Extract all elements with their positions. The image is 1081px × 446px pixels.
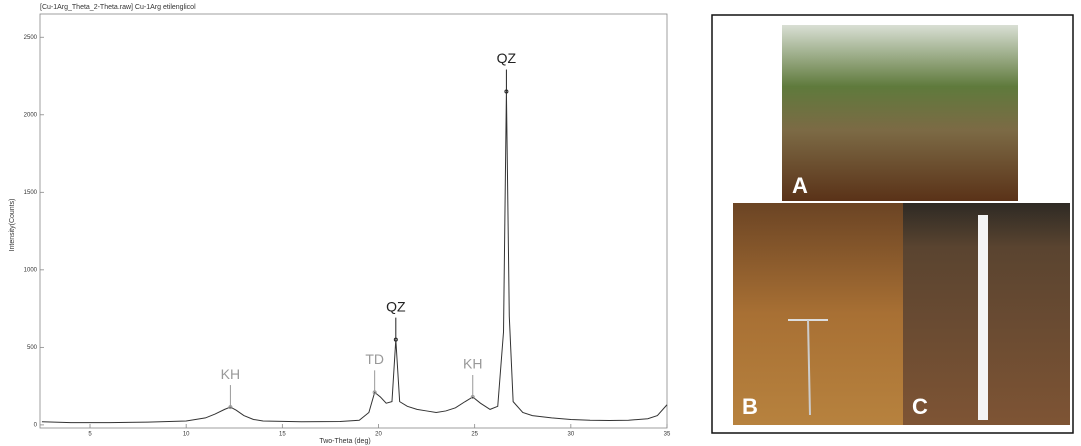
photo-label: C	[912, 394, 928, 419]
x-tick-label: 35	[664, 432, 671, 438]
x-tick-label: 30	[567, 432, 574, 438]
peak-dot	[470, 394, 475, 399]
y-tick-label: 2000	[24, 112, 38, 118]
peak-dot	[372, 390, 377, 395]
peak-label: KH	[463, 356, 482, 372]
y-axis-label: Intensity(Counts)	[9, 199, 16, 252]
y-tick-label: 1000	[24, 267, 38, 273]
peak-label: QZ	[497, 50, 517, 66]
y-tick-label: 0	[34, 422, 38, 428]
photo-a	[782, 25, 1018, 201]
diffraction-line	[41, 91, 668, 424]
x-tick-label: 20	[375, 432, 382, 438]
x-tick-label: 10	[183, 432, 190, 438]
x-tick-label: 15	[279, 432, 286, 438]
ruler	[978, 215, 988, 420]
y-tick-label: 1500	[24, 190, 38, 196]
xrd-chart: [Cu-1Arg_Theta_2-Theta.raw] Cu-1Arg etil…	[9, 4, 671, 445]
peak-label: QZ	[386, 298, 406, 314]
peak-dot	[504, 89, 509, 94]
y-tick-label: 500	[27, 345, 38, 351]
peak-dot	[228, 405, 233, 410]
photo-panel: A B C	[711, 14, 1074, 434]
photo-label: B	[742, 394, 758, 419]
photo-b	[733, 203, 903, 425]
photo-label: A	[792, 173, 808, 198]
peak-label: KH	[221, 366, 240, 382]
plot-frame	[39, 13, 668, 429]
tool	[807, 319, 811, 416]
x-tick-label: 5	[88, 432, 92, 438]
x-tick-label: 25	[471, 432, 478, 438]
x-axis-label: Two-Theta (deg)	[319, 438, 370, 445]
peak-dot	[393, 337, 398, 342]
chart-title: [Cu-1Arg_Theta_2-Theta.raw] Cu-1Arg etil…	[40, 4, 196, 11]
y-tick-label: 2500	[24, 35, 38, 41]
peak-label: TD	[365, 351, 384, 367]
